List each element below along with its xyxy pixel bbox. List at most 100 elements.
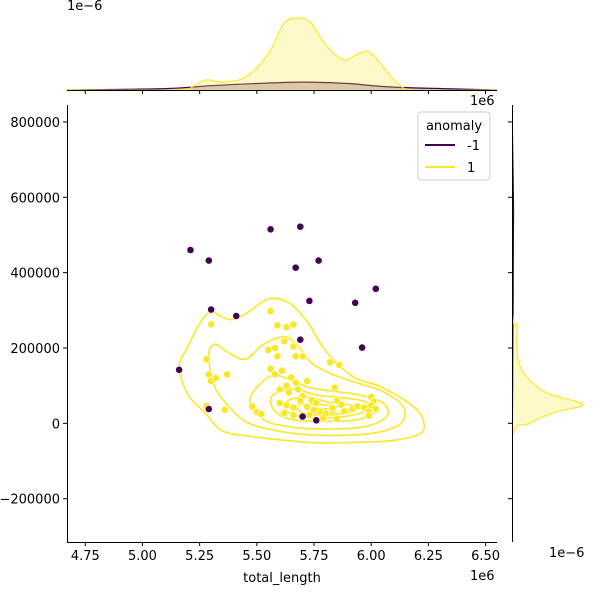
scatter-point-anomaly-1 [310, 405, 318, 414]
x-tick-label: 6.25 [414, 549, 443, 564]
scatter-point-anomaly-neg1 [298, 412, 307, 421]
scatter-point-anomaly-1 [202, 355, 211, 364]
x-axis-offset-label: 1e6 [470, 569, 495, 584]
scatter-point-anomaly-neg1 [358, 343, 366, 352]
scatter-point-anomaly-1 [280, 408, 289, 417]
x-tick-label: 5.50 [242, 549, 271, 564]
scatter-point-anomaly-1 [275, 399, 284, 407]
legend-title: anomaly [426, 119, 482, 134]
scatter-point-anomaly-1 [289, 342, 298, 351]
right-marginal-kde: 1e−6 [508, 105, 584, 561]
y-tick-label: 400000 [10, 267, 60, 282]
scatter-point-anomaly-neg1 [291, 263, 300, 272]
scatter-point-anomaly-neg1 [371, 284, 380, 293]
scatter-point-anomaly-1 [303, 377, 312, 385]
scatter-point-anomaly-1 [326, 358, 334, 367]
legend-label: 1 [467, 161, 475, 176]
scatter-point-anomaly-1 [282, 381, 291, 390]
scatter-point-anomaly-1 [303, 402, 312, 411]
scatter-point-anomaly-1 [353, 402, 362, 411]
scatter-point-anomaly-neg1 [314, 256, 323, 265]
scatter-point-anomaly-1 [273, 321, 282, 330]
y-tick-label: 800000 [10, 116, 60, 131]
scatter-point-anomaly-neg1 [296, 335, 305, 344]
scatter-point-anomaly-neg1 [266, 225, 275, 234]
scatter-point-anomaly-1 [271, 370, 279, 379]
y-tick-label: 600000 [10, 191, 60, 206]
scatter-point-anomaly-1 [266, 307, 275, 315]
scatter-point-anomaly-1 [280, 337, 289, 346]
scatter-point-anomaly-1 [337, 400, 346, 409]
scatter-point-anomaly-1 [332, 414, 341, 423]
scatter-point-anomaly-1 [289, 320, 298, 329]
scatter-point-anomaly-1 [264, 345, 273, 354]
x-tick-label: 6.00 [357, 549, 386, 564]
scatter-point-anomaly-1 [330, 383, 339, 392]
scatter-point-anomaly-1 [284, 388, 293, 397]
top-kde-fill [67, 17, 497, 91]
scatter-point-anomaly-1 [296, 396, 305, 405]
scatter-point-anomaly-neg1 [351, 298, 360, 307]
scatter-point-anomaly-neg1 [186, 246, 195, 254]
y-tick-label: 200000 [10, 342, 60, 357]
right-kde-line [512, 105, 584, 542]
scatter-point-anomaly-1 [271, 344, 279, 352]
scatter-point-anomaly-1 [282, 323, 291, 332]
scatter-point-anomaly-1 [291, 378, 300, 387]
scatter-points [175, 222, 380, 425]
x-tick-label: 5.75 [300, 549, 329, 564]
scatter-point-anomaly-1 [319, 414, 328, 422]
y-tick-label: 0 [52, 417, 60, 432]
scatter-point-anomaly-neg1 [207, 305, 215, 314]
scatter-point-anomaly-1 [298, 352, 307, 361]
legend: anomaly -1 1 [417, 111, 491, 181]
scatter-point-anomaly-1 [223, 370, 231, 379]
scatter-point-anomaly-1 [207, 320, 215, 329]
scatter-point-anomaly-1 [248, 402, 257, 411]
scatter-point-anomaly-1 [220, 405, 229, 414]
scatter-point-anomaly-1 [273, 352, 282, 361]
top-marginal-kde: 1e−6 1e6 [66, 0, 498, 109]
scatter-point-anomaly-1 [294, 385, 302, 394]
scatter-point-anomaly-1 [289, 411, 298, 419]
scatter-point-anomaly-neg1 [175, 365, 183, 374]
scatter-point-anomaly-neg1 [305, 296, 314, 305]
right-marginal-offset-label: 1e−6 [549, 546, 584, 561]
scatter-point-anomaly-1 [289, 403, 298, 412]
scatter-point-anomaly-1 [312, 399, 321, 407]
contour-line [178, 297, 426, 444]
x-tick-label: 6.50 [471, 549, 500, 564]
scatter-point-anomaly-neg1 [296, 222, 305, 231]
y-tick-label: −200000 [0, 493, 60, 508]
scatter-point-anomaly-1 [282, 401, 291, 410]
scatter-point-anomaly-1 [257, 409, 266, 418]
scatter-point-anomaly-1 [287, 373, 295, 382]
scatter-point-anomaly-1 [278, 366, 286, 375]
scatter-point-anomaly-neg1 [232, 312, 241, 320]
x-tick-label: 4.75 [71, 549, 100, 564]
main-scatter-axes: 4.75 5.00 5.25 5.50 5.75 6.00 6.25 6.50 −200000… [0, 105, 500, 586]
scatter-point-anomaly-1 [305, 411, 314, 419]
scatter-point-anomaly-neg1 [204, 405, 213, 413]
scatter-point-anomaly-1 [364, 411, 373, 420]
scatter-point-anomaly-1 [211, 374, 220, 382]
scatter-point-anomaly-neg1 [204, 256, 213, 265]
kde-contours [178, 297, 426, 444]
top-marginal-offset-label: 1e−6 [67, 0, 102, 14]
scatter-point-anomaly-1 [275, 385, 284, 394]
scatter-point-anomaly-neg1 [312, 416, 321, 425]
x-tick-label: 5.00 [128, 549, 157, 564]
scatter-point-anomaly-1 [339, 407, 348, 416]
x-axis-label: total_length [243, 571, 321, 586]
scatter-point-anomaly-1 [291, 352, 300, 361]
scatter-point-anomaly-1 [204, 370, 213, 379]
scatter-point-anomaly-1 [371, 405, 380, 413]
top-marginal-corner-label: 1e6 [470, 94, 495, 109]
top-kde-fill [67, 82, 497, 90]
scatter-point-anomaly-1 [266, 364, 275, 373]
top-kde-line [66, 17, 498, 92]
right-kde-fill [512, 105, 584, 542]
contour-line [207, 335, 406, 437]
scatter-point-anomaly-1 [328, 404, 337, 413]
